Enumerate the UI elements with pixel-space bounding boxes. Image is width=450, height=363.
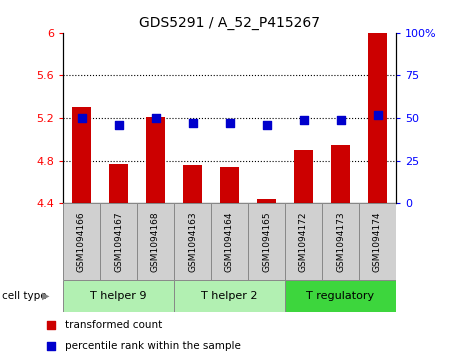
FancyBboxPatch shape	[63, 280, 174, 312]
Bar	[331, 144, 350, 203]
Point	[300, 117, 307, 123]
Text: GSM1094165: GSM1094165	[262, 211, 271, 272]
Text: GSM1094167: GSM1094167	[114, 211, 123, 272]
Point	[48, 322, 55, 328]
Point	[152, 115, 159, 121]
Bar	[294, 150, 313, 203]
FancyBboxPatch shape	[359, 203, 396, 280]
Text: GSM1094168: GSM1094168	[151, 211, 160, 272]
Text: transformed count: transformed count	[65, 321, 162, 330]
Point	[226, 120, 233, 126]
FancyBboxPatch shape	[211, 203, 248, 280]
Text: GSM1094163: GSM1094163	[188, 211, 197, 272]
Text: T helper 2: T helper 2	[201, 291, 258, 301]
FancyBboxPatch shape	[285, 280, 396, 312]
Point	[78, 115, 85, 121]
Bar	[368, 33, 387, 203]
FancyBboxPatch shape	[248, 203, 285, 280]
Point	[189, 120, 196, 126]
Text: GSM1094166: GSM1094166	[77, 211, 86, 272]
Bar	[220, 167, 239, 203]
Bar	[183, 165, 202, 203]
Point	[115, 122, 122, 128]
Text: GSM1094174: GSM1094174	[373, 211, 382, 272]
Point	[337, 117, 344, 123]
Title: GDS5291 / A_52_P415267: GDS5291 / A_52_P415267	[139, 16, 320, 30]
FancyBboxPatch shape	[100, 203, 137, 280]
Bar	[146, 117, 165, 203]
Text: GSM1094173: GSM1094173	[336, 211, 345, 272]
Text: GSM1094172: GSM1094172	[299, 211, 308, 272]
Text: T regulatory: T regulatory	[306, 291, 374, 301]
Text: cell type: cell type	[2, 291, 47, 301]
Point	[263, 122, 270, 128]
FancyBboxPatch shape	[137, 203, 174, 280]
Point	[48, 343, 55, 349]
Text: percentile rank within the sample: percentile rank within the sample	[65, 341, 241, 351]
FancyBboxPatch shape	[285, 203, 322, 280]
Point	[374, 112, 381, 118]
Bar	[72, 107, 91, 203]
Text: T helper 9: T helper 9	[90, 291, 147, 301]
Bar	[257, 199, 276, 203]
Text: GSM1094164: GSM1094164	[225, 211, 234, 272]
Text: ▶: ▶	[42, 291, 50, 301]
FancyBboxPatch shape	[174, 280, 285, 312]
FancyBboxPatch shape	[174, 203, 211, 280]
Bar	[109, 164, 128, 203]
FancyBboxPatch shape	[63, 203, 100, 280]
FancyBboxPatch shape	[322, 203, 359, 280]
